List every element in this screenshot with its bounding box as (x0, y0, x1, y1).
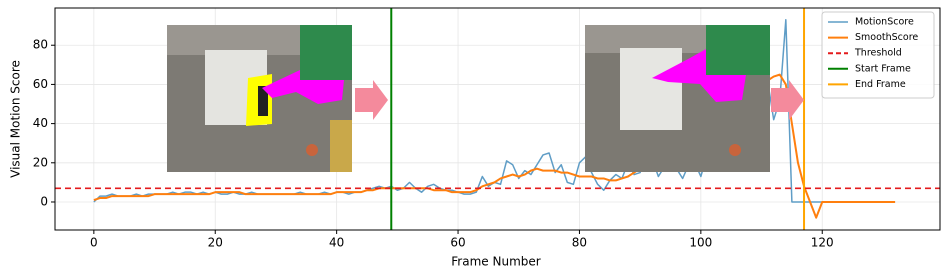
plot-frame (54, 7, 941, 231)
x-tick-label: 80 (572, 236, 587, 250)
legend-label: SmoothScore (855, 32, 918, 43)
x-tick-label: 120 (811, 236, 834, 250)
y-tick-label: 60 (33, 77, 48, 91)
y-tick-label: 40 (33, 116, 48, 130)
arrow (355, 80, 388, 120)
x-tick-label: 0 (90, 236, 98, 250)
legend-label: MotionScore (855, 17, 914, 28)
legend: MotionScore SmoothScore Threshold Start Fra… (821, 11, 935, 99)
legend-label: End Frame (855, 79, 906, 90)
y-tick-label: 20 (33, 155, 48, 169)
arrow (771, 80, 804, 120)
x-tick-label: 100 (689, 236, 712, 250)
x-tick-label: 20 (208, 236, 223, 250)
inset-images (167, 25, 804, 172)
inset-image-start (167, 25, 352, 172)
x-tick-label: 40 (329, 236, 344, 250)
legend-label: Threshold (854, 48, 902, 59)
x-tick-label: 60 (450, 236, 465, 250)
legend-label: Start Frame (855, 63, 911, 74)
y-axis-label: Visual Motion Score (9, 60, 23, 178)
y-tick-label: 0 (40, 194, 48, 208)
inset-image-end (585, 25, 770, 172)
y-tick-label: 80 (33, 38, 48, 52)
legend-box (821, 11, 935, 99)
x-axis-label: Frame Number (451, 255, 540, 269)
